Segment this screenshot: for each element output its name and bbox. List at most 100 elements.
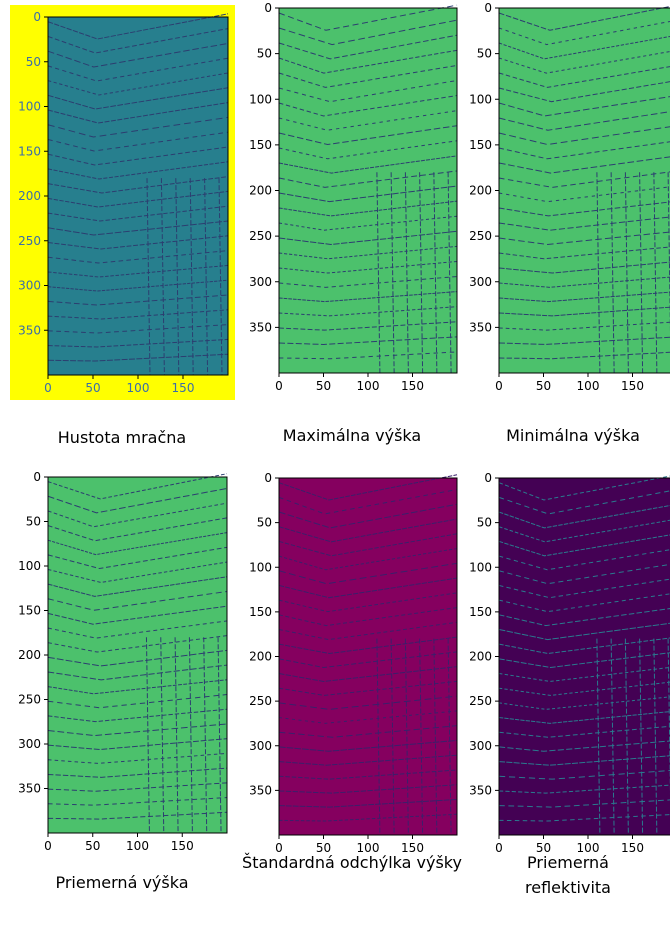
scan-line xyxy=(278,607,458,627)
scan-line xyxy=(610,172,615,374)
y-tick-label: 300 xyxy=(249,275,272,289)
x-tick-label: 100 xyxy=(577,379,600,393)
scan-line xyxy=(278,336,458,345)
scan-line xyxy=(498,291,670,303)
scan-line xyxy=(278,769,458,780)
scan-line xyxy=(278,695,458,710)
scan-line xyxy=(47,102,229,124)
scan-line xyxy=(278,155,458,174)
x-tick-label: 0 xyxy=(44,839,52,853)
scan-line xyxy=(278,170,458,188)
y-tick-label: 50 xyxy=(26,55,41,69)
scan-line xyxy=(278,125,458,146)
caption: Priemerná výška xyxy=(55,873,189,892)
scan-line xyxy=(404,638,409,836)
scan-line xyxy=(278,710,458,724)
scan-line xyxy=(47,235,229,250)
caption: Priemerná reflektivita xyxy=(525,853,611,897)
scan-line xyxy=(624,172,629,374)
scan-line xyxy=(278,739,458,752)
scan-line xyxy=(278,592,458,613)
scan-line xyxy=(498,769,670,780)
scan-line xyxy=(419,638,424,836)
y-tick-label: 250 xyxy=(249,694,272,708)
scan-line xyxy=(278,784,458,794)
scan-line xyxy=(47,487,228,514)
y-tick-label: 50 xyxy=(26,515,41,529)
y-tick-label: 150 xyxy=(18,144,41,158)
scan-line xyxy=(278,140,458,160)
scan-line xyxy=(47,146,229,166)
scan-line xyxy=(278,95,458,117)
scan-line xyxy=(498,755,670,766)
x-tick-label: 0 xyxy=(275,379,283,393)
x-tick-label: 150 xyxy=(621,841,644,855)
scan-line xyxy=(47,338,229,348)
scan-line xyxy=(498,171,670,188)
image xyxy=(48,17,228,375)
x-tick-label: 150 xyxy=(171,839,194,853)
scan-line xyxy=(498,186,670,203)
scan-line xyxy=(47,664,228,681)
y-tick-label: 300 xyxy=(249,739,272,753)
scan-line xyxy=(47,353,229,362)
scan-line xyxy=(278,666,458,682)
x-tick-label: 50 xyxy=(316,379,331,393)
y-tick-label: 350 xyxy=(469,783,492,797)
scan-line xyxy=(376,638,381,836)
x-tick-label: 50 xyxy=(85,381,100,395)
scan-line xyxy=(498,111,670,131)
scan-line xyxy=(624,638,629,836)
y-tick-label: 50 xyxy=(257,47,272,61)
scan-line xyxy=(498,261,670,274)
scan-line xyxy=(145,637,150,834)
caption: Štandardná odchýlka výšky xyxy=(242,853,462,872)
scan-line xyxy=(278,34,458,60)
scan-line xyxy=(278,754,458,766)
scan-line xyxy=(278,474,458,501)
scan-line xyxy=(498,201,670,217)
scan-line xyxy=(498,622,670,641)
y-tick-label: 100 xyxy=(469,560,492,574)
scan-line xyxy=(498,66,670,88)
scan-line xyxy=(47,517,228,542)
y-tick-label: 0 xyxy=(264,471,272,485)
scan-line xyxy=(47,620,228,639)
scan-line xyxy=(47,708,228,723)
image xyxy=(279,478,457,835)
scan-line xyxy=(419,172,424,374)
scan-line xyxy=(278,518,458,543)
scan-line xyxy=(278,577,458,599)
scan-line xyxy=(498,96,670,117)
scan-line xyxy=(376,172,381,374)
y-tick-label: 350 xyxy=(469,320,492,334)
y-tick-label: 100 xyxy=(469,92,492,106)
scan-line xyxy=(498,652,670,668)
scan-line xyxy=(47,131,229,152)
y-tick-label: 200 xyxy=(18,648,41,662)
y-tick-label: 0 xyxy=(33,10,41,24)
y-tick-label: 0 xyxy=(264,1,272,15)
x-tick-label: 150 xyxy=(172,381,195,395)
scan-line xyxy=(188,637,193,834)
y-tick-label: 250 xyxy=(469,694,492,708)
caption: Hustota mračna xyxy=(57,428,187,447)
scan-line xyxy=(498,35,670,60)
x-tick-label: 0 xyxy=(495,841,503,855)
scan-line xyxy=(218,178,223,376)
scan-line xyxy=(498,5,670,31)
scan-line xyxy=(47,723,228,737)
x-tick-label: 0 xyxy=(44,381,52,395)
scan-line xyxy=(498,475,670,501)
scan-line xyxy=(278,245,458,260)
x-tick-label: 50 xyxy=(536,379,551,393)
caption: Minimálna výška xyxy=(506,426,640,445)
scan-line xyxy=(498,231,670,245)
y-tick-label: 200 xyxy=(469,650,492,664)
scan-line xyxy=(47,42,229,68)
scan-line xyxy=(47,250,229,264)
scan-line xyxy=(278,503,458,529)
scan-line xyxy=(278,306,458,317)
scan-line xyxy=(498,784,670,794)
